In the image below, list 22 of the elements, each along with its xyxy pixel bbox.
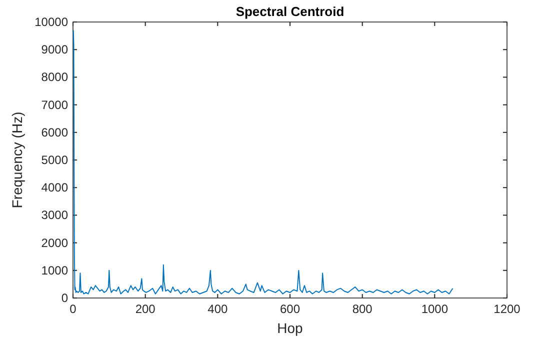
x-tick-label: 600 [280, 302, 300, 316]
x-tick-label: 200 [135, 302, 156, 316]
y-tick-label: 2000 [41, 236, 68, 250]
y-tick-label: 8000 [41, 70, 68, 84]
x-tick-label: 400 [208, 302, 228, 316]
line-series [72, 30, 454, 294]
x-tick-label: 1000 [421, 302, 448, 316]
y-tick-label: 6000 [41, 125, 68, 140]
y-tick-label: 4000 [41, 180, 68, 195]
y-tick-label: 5000 [41, 153, 68, 167]
y-axis-title: Frequency (Hz) [9, 112, 25, 208]
y-tick-label: 3000 [41, 208, 68, 222]
chart-title: Spectral Centroid [236, 4, 344, 19]
y-tick-label: 7000 [41, 98, 68, 112]
x-axis-title: Hop [277, 320, 304, 336]
y-tick-label: 9000 [41, 42, 68, 57]
y-tick-label: 0 [61, 291, 68, 305]
x-tick-label: 0 [70, 302, 77, 316]
y-tick-label: 10000 [34, 15, 68, 29]
x-tick-label: 1200 [494, 302, 521, 316]
y-tick-label: 1000 [41, 263, 68, 278]
x-tick-label: 800 [352, 302, 373, 316]
